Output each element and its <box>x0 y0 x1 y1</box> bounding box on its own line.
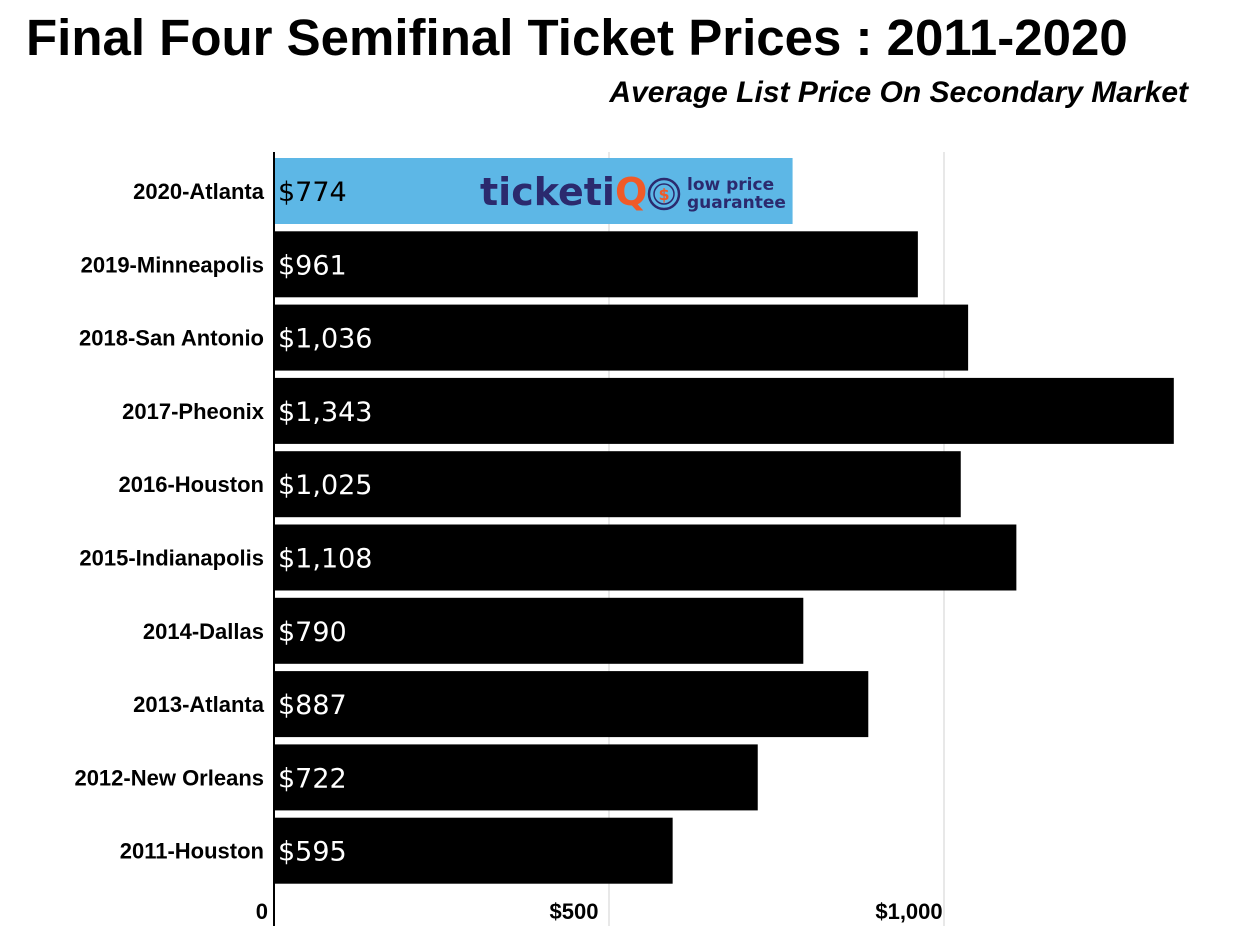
category-label: 2016-Houston <box>119 472 264 497</box>
category-label: 2014-Dallas <box>143 619 264 644</box>
logo-wordmark: ticketiQ <box>480 170 647 214</box>
chart-title: Final Four Semifinal Ticket Prices : 201… <box>26 9 1128 66</box>
data-label: $1,108 <box>278 544 372 575</box>
data-label: $1,343 <box>278 397 372 428</box>
category-label: 2017-Pheonix <box>122 399 265 424</box>
labels: 0 $500 $1,000 $774 2020-Atlanta $961 2019-Minn… <box>74 177 942 924</box>
x-tick-label: $500 <box>550 899 599 924</box>
data-label: $790 <box>278 617 347 648</box>
logo-tagline-2: guarantee <box>687 193 786 213</box>
category-label: 2011-Houston <box>120 839 264 864</box>
data-label: $961 <box>278 250 347 281</box>
logo-badge-symbol: $ <box>658 185 669 204</box>
x-tick-label: 0 <box>256 899 268 924</box>
chart-subtitle: Average List Price On Secondary Market <box>609 76 1188 109</box>
category-label: 2019-Minneapolis <box>81 252 264 277</box>
category-label: 2018-San Antonio <box>79 326 264 351</box>
bar <box>274 817 673 884</box>
ticketiq-logo: ticketiQ $ low price guarantee <box>480 170 786 214</box>
data-label: $774 <box>278 177 347 208</box>
category-label: 2015-Indianapolis <box>79 546 264 571</box>
category-label: 2013-Atlanta <box>133 692 265 717</box>
logo-wordmark-accent: Q <box>615 170 647 214</box>
data-label: $595 <box>278 837 347 868</box>
bar <box>274 524 1017 591</box>
category-label: 2012-New Orleans <box>74 765 264 790</box>
bar <box>274 671 869 738</box>
bar <box>274 231 918 298</box>
x-tick-label: $1,000 <box>875 899 942 924</box>
data-label: $887 <box>278 690 347 721</box>
bar <box>274 744 758 811</box>
bars <box>274 158 1174 884</box>
shield-dollar-icon: $ <box>647 177 681 211</box>
data-label: $1,025 <box>278 470 372 501</box>
data-label: $722 <box>278 763 347 794</box>
logo-wordmark-main: ticketi <box>480 170 615 214</box>
bar <box>274 304 969 371</box>
bar <box>274 451 961 518</box>
bar <box>274 597 804 664</box>
bar <box>274 377 1174 444</box>
bar-highlight <box>274 158 793 224</box>
data-label: $1,036 <box>278 324 372 355</box>
logo-tagline-1: low price <box>687 175 774 195</box>
category-label: 2020-Atlanta <box>133 179 265 204</box>
